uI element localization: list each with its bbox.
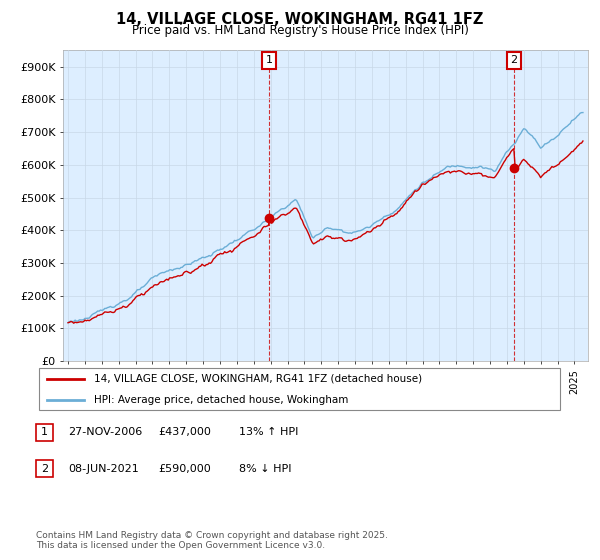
- Text: 14, VILLAGE CLOSE, WOKINGHAM, RG41 1FZ: 14, VILLAGE CLOSE, WOKINGHAM, RG41 1FZ: [116, 12, 484, 27]
- Text: 13% ↑ HPI: 13% ↑ HPI: [239, 427, 298, 437]
- Text: £437,000: £437,000: [158, 427, 211, 437]
- Text: £590,000: £590,000: [158, 464, 211, 474]
- Text: Contains HM Land Registry data © Crown copyright and database right 2025.
This d: Contains HM Land Registry data © Crown c…: [36, 530, 388, 550]
- Text: HPI: Average price, detached house, Wokingham: HPI: Average price, detached house, Woki…: [94, 395, 349, 405]
- Text: Price paid vs. HM Land Registry's House Price Index (HPI): Price paid vs. HM Land Registry's House …: [131, 24, 469, 37]
- FancyBboxPatch shape: [38, 367, 560, 410]
- Text: 1: 1: [266, 55, 273, 65]
- Text: 08-JUN-2021: 08-JUN-2021: [68, 464, 139, 474]
- Text: 1: 1: [41, 427, 48, 437]
- Text: 27-NOV-2006: 27-NOV-2006: [68, 427, 142, 437]
- Text: 2: 2: [511, 55, 518, 65]
- Text: 8% ↓ HPI: 8% ↓ HPI: [239, 464, 292, 474]
- Text: 14, VILLAGE CLOSE, WOKINGHAM, RG41 1FZ (detached house): 14, VILLAGE CLOSE, WOKINGHAM, RG41 1FZ (…: [94, 374, 422, 384]
- Text: 2: 2: [41, 464, 48, 474]
